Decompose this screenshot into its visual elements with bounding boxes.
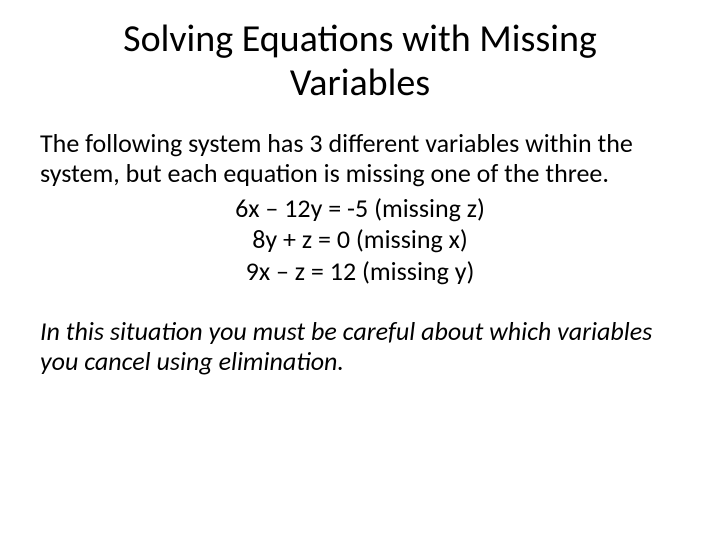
slide-title: Solving Equations with Missing Variables (40, 18, 680, 105)
equations-block: 6x – 12y = -5 (missing z) 8y + z = 0 (mi… (40, 193, 680, 287)
equation-3: 9x – z = 12 (missing y) (40, 256, 680, 287)
conclusion-text: In this situation you must be careful ab… (40, 317, 680, 377)
equation-2: 8y + z = 0 (missing x) (40, 224, 680, 255)
intro-text: The following system has 3 different var… (40, 129, 680, 189)
equation-1: 6x – 12y = -5 (missing z) (40, 193, 680, 224)
slide-container: Solving Equations with Missing Variables… (0, 0, 720, 540)
